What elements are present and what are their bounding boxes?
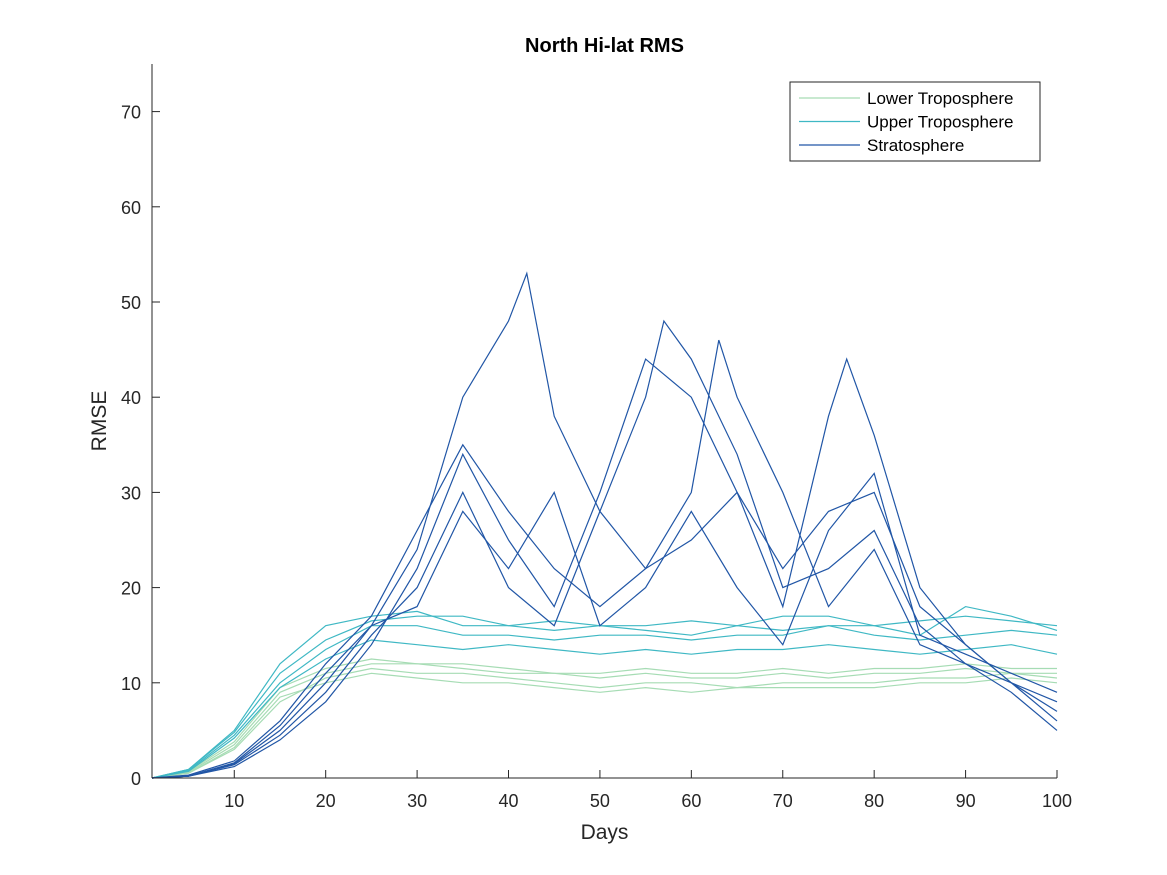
series-line-upper-troposphere-4 <box>151 625 1058 779</box>
x-tick-label: 60 <box>681 791 701 811</box>
y-tick-label: 20 <box>121 579 141 599</box>
chart-title: North Hi-lat RMS <box>525 35 684 57</box>
x-tick-label: 50 <box>590 791 610 811</box>
x-tick-label: 20 <box>316 791 336 811</box>
legend-label: Lower Troposphere <box>867 89 1013 108</box>
series-line-lower-troposphere-3 <box>151 658 1057 779</box>
legend-label: Stratosphere <box>867 136 964 155</box>
x-tick-label: 10 <box>224 791 244 811</box>
series-line-stratosphere-11 <box>151 339 1058 779</box>
x-tick-label: 90 <box>956 791 976 811</box>
x-tick-label: 70 <box>773 791 793 811</box>
series-line-stratosphere-12 <box>151 472 1058 779</box>
series-line-stratosphere-10 <box>151 319 1058 779</box>
y-axis-label: RMSE <box>88 391 111 452</box>
x-tick-label: 30 <box>407 791 427 811</box>
x-tick-label: 100 <box>1042 791 1072 811</box>
series-line-lower-troposphere-2 <box>151 672 1058 779</box>
y-tick-label: 60 <box>121 198 141 218</box>
series-line-stratosphere-8 <box>151 271 1058 779</box>
x-tick-label: 80 <box>864 791 884 811</box>
series-line-stratosphere-9 <box>151 357 1058 779</box>
x-axis-label: Days <box>581 821 629 844</box>
series-line-lower-troposphere-1 <box>151 663 1057 779</box>
x-tick-label: 40 <box>498 791 518 811</box>
series-line-lower-troposphere-0 <box>151 667 1058 779</box>
series-line-upper-troposphere-6 <box>151 639 1058 779</box>
y-tick-label: 70 <box>121 103 141 123</box>
y-tick-label: 10 <box>121 674 141 694</box>
y-tick-label: 30 <box>121 483 141 503</box>
series-layer <box>151 271 1058 779</box>
legend-label: Upper Troposphere <box>867 113 1013 132</box>
y-tick-label: 40 <box>121 388 141 408</box>
axes-layer: 10 20 30 40 50 60 70 80 90 100 0 10 20 30 40 50 60 70 <box>121 64 1072 811</box>
y-tick-label: 0 <box>131 769 141 789</box>
y-tick-label: 50 <box>121 293 141 313</box>
legend: Lower Troposphere Upper Troposphere Strato… <box>789 81 1041 162</box>
